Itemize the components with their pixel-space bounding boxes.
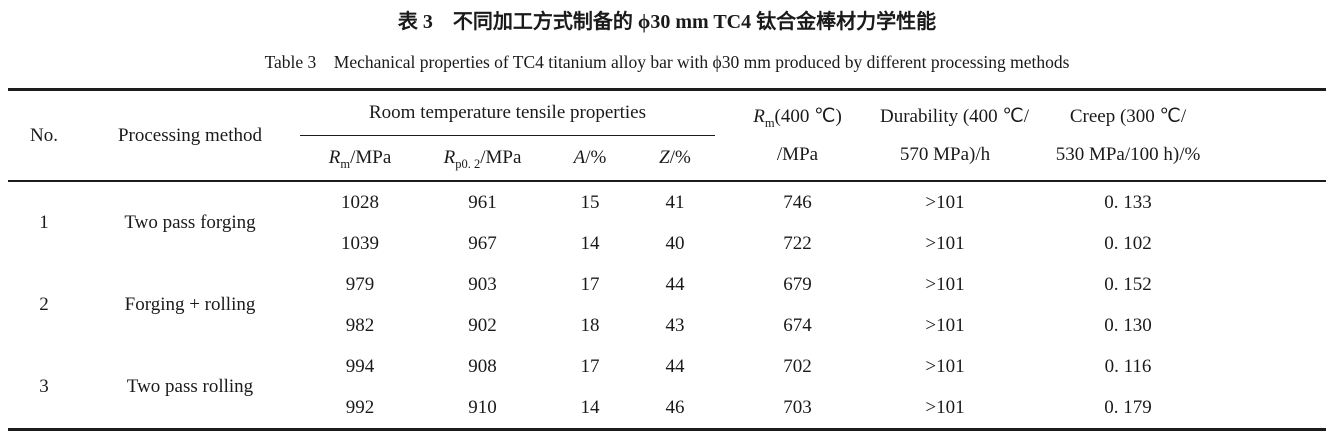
col-header-rm: Rm/MPa bbox=[300, 135, 420, 182]
cell-a: 14 bbox=[580, 232, 600, 254]
cell-rm: 982 bbox=[345, 314, 375, 336]
table-row: 1 Two pass forging 1028 961 15 41 746 >1… bbox=[8, 181, 1326, 234]
rm-400c-line1: Rm(400 ℃) bbox=[753, 105, 842, 130]
col-header-durability: Durability (400 ℃/ 570 MPa)/h bbox=[880, 89, 1040, 182]
durability-line1: Durability (400 ℃/ bbox=[880, 105, 1030, 127]
table-row: 1039 967 14 40 722 >101 0. 102 bbox=[8, 223, 1326, 264]
cell-creep: 0. 133 bbox=[1104, 191, 1152, 213]
cell-z: 46 bbox=[665, 396, 685, 418]
col-header-rm-400c: Rm(400 ℃) /MPa bbox=[715, 89, 880, 182]
cell-rp02: 903 bbox=[468, 273, 497, 295]
cell-durability: >101 bbox=[925, 396, 965, 418]
table-body: 1 Two pass forging 1028 961 15 41 746 >1… bbox=[8, 181, 1326, 430]
cell-rm400: 679 bbox=[783, 273, 812, 295]
col-header-creep: Creep (300 ℃/ 530 MPa/100 h)/% bbox=[1040, 89, 1326, 182]
table-row: 992 910 14 46 703 >101 0. 179 bbox=[8, 387, 1326, 430]
cell-rm: 1039 bbox=[341, 232, 379, 254]
cell-rp02: 908 bbox=[468, 355, 497, 377]
cell-rm: 994 bbox=[345, 355, 375, 377]
mechanical-properties-table: No. Processing method Room temperature t… bbox=[8, 88, 1326, 431]
cell-a: 15 bbox=[580, 191, 600, 213]
cell-creep: 0. 102 bbox=[1104, 232, 1152, 254]
table-row: 3 Two pass rolling 994 908 17 44 702 >10… bbox=[8, 346, 1326, 398]
cell-creep: 0. 116 bbox=[1104, 355, 1152, 377]
table-row: 982 902 18 43 674 >101 0. 130 bbox=[8, 305, 1326, 346]
cell-no: 3 bbox=[39, 376, 49, 397]
col-header-processing-method: Processing method bbox=[80, 89, 300, 182]
cell-rm400: 722 bbox=[783, 232, 812, 254]
cell-durability: >101 bbox=[925, 232, 965, 254]
cell-rp02: 902 bbox=[468, 314, 497, 336]
cell-rm400: 703 bbox=[783, 396, 812, 418]
col-header-a: A/% bbox=[545, 135, 635, 182]
cell-z: 44 bbox=[665, 273, 685, 295]
table-caption-chinese: 表 3 不同加工方式制备的 ϕ30 mm TC4 钛合金棒材力学性能 bbox=[397, 11, 937, 33]
table-row: 2 Forging + rolling 979 903 17 44 679 >1… bbox=[8, 264, 1326, 316]
cell-creep: 0. 179 bbox=[1104, 396, 1152, 418]
cell-durability: >101 bbox=[925, 191, 965, 213]
rm-400c-line2: /MPa bbox=[776, 143, 819, 165]
durability-line2: 570 MPa)/h bbox=[899, 143, 991, 165]
table-header: No. Processing method Room temperature t… bbox=[8, 89, 1326, 182]
cell-z: 41 bbox=[665, 191, 685, 213]
cell-rm400: 702 bbox=[783, 355, 812, 377]
cell-rm: 992 bbox=[345, 396, 375, 418]
cell-durability: >101 bbox=[925, 355, 965, 377]
cell-a: 14 bbox=[580, 396, 600, 418]
cell-z: 40 bbox=[665, 232, 685, 254]
cell-rm: 1028 bbox=[341, 191, 379, 213]
cell-z: 43 bbox=[665, 314, 685, 336]
cell-rp02: 967 bbox=[468, 232, 497, 254]
cell-durability: >101 bbox=[925, 273, 965, 295]
cell-durability: >101 bbox=[925, 314, 965, 336]
cell-rm400: 674 bbox=[783, 314, 812, 336]
cell-no: 2 bbox=[39, 294, 49, 315]
col-header-z: Z/% bbox=[635, 135, 715, 182]
table-caption-english: Table 3 Mechanical properties of TC4 tit… bbox=[264, 52, 1070, 72]
cell-rm: 979 bbox=[345, 273, 375, 295]
cell-rm400: 746 bbox=[783, 191, 812, 213]
cell-rp02: 961 bbox=[468, 191, 497, 213]
cell-creep: 0. 130 bbox=[1104, 314, 1152, 336]
col-header-no: No. bbox=[8, 89, 80, 182]
col-group-header-room-temperature: Room temperature tensile properties bbox=[300, 89, 715, 136]
cell-processing-method: Forging + rolling bbox=[124, 294, 256, 315]
cell-z: 44 bbox=[665, 355, 685, 377]
cell-processing-method: Two pass forging bbox=[124, 212, 256, 233]
cell-rp02: 910 bbox=[468, 396, 497, 418]
cell-a: 18 bbox=[580, 314, 600, 336]
cell-processing-method: Two pass rolling bbox=[126, 376, 254, 397]
cell-no: 1 bbox=[39, 212, 49, 233]
cell-creep: 0. 152 bbox=[1104, 273, 1152, 295]
cell-a: 17 bbox=[580, 355, 600, 377]
col-header-rp02: Rp0. 2/MPa bbox=[420, 135, 545, 182]
creep-line2: 530 MPa/100 h)/% bbox=[1055, 143, 1201, 165]
creep-line1: Creep (300 ℃/ bbox=[1069, 105, 1187, 127]
cell-a: 17 bbox=[580, 273, 600, 295]
